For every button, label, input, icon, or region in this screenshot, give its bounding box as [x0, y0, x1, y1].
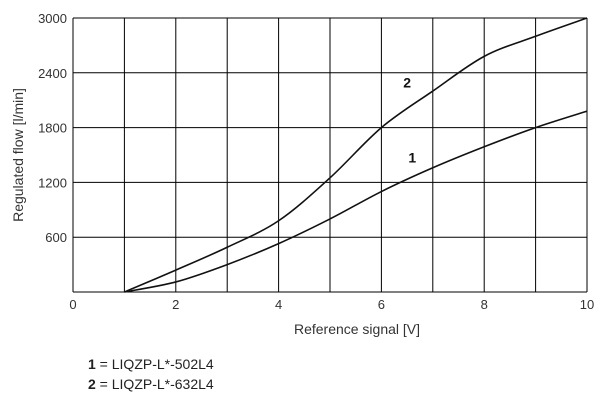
- legend-key-2: 2: [88, 376, 96, 392]
- y-tick-label-2400: 2400: [38, 66, 67, 81]
- curve-labels: 12: [403, 74, 416, 165]
- legend-key-1: 1: [88, 356, 96, 372]
- series-line-2: [124, 17, 588, 293]
- series-line-1: [124, 110, 588, 293]
- x-tick-label-2: 2: [172, 297, 179, 312]
- x-tick-label-0: 0: [69, 297, 76, 312]
- grid: [72, 17, 588, 293]
- y-tick-label-1800: 1800: [38, 121, 67, 136]
- y-tick-label-1200: 1200: [38, 175, 67, 190]
- curve-label-2: 2: [403, 74, 411, 90]
- x-tick-label-10: 10: [580, 297, 594, 312]
- legend-item-1: 1 = LIQZP-L*-502L4: [88, 356, 214, 372]
- curve-label-1: 1: [408, 149, 416, 165]
- x-axis-title: Reference signal [V]: [294, 321, 420, 337]
- tick-labels: 0 2 4 6 8 10 600 1200 1800 2400 3000: [38, 11, 594, 312]
- legend-text-2: = LIQZP-L*-632L4: [95, 376, 214, 392]
- legend-item-2: 2 = LIQZP-L*-632L4: [88, 376, 214, 392]
- x-tick-label-8: 8: [481, 297, 488, 312]
- x-tick-label-6: 6: [378, 297, 385, 312]
- legend-text-1: = LIQZP-L*-502L4: [95, 356, 214, 372]
- y-tick-label-3000: 3000: [38, 11, 67, 26]
- x-tick-label-4: 4: [275, 297, 282, 312]
- y-tick-label-600: 600: [45, 230, 67, 245]
- curves: [124, 17, 588, 293]
- y-axis-title: Regulated flow [l/min]: [10, 88, 26, 222]
